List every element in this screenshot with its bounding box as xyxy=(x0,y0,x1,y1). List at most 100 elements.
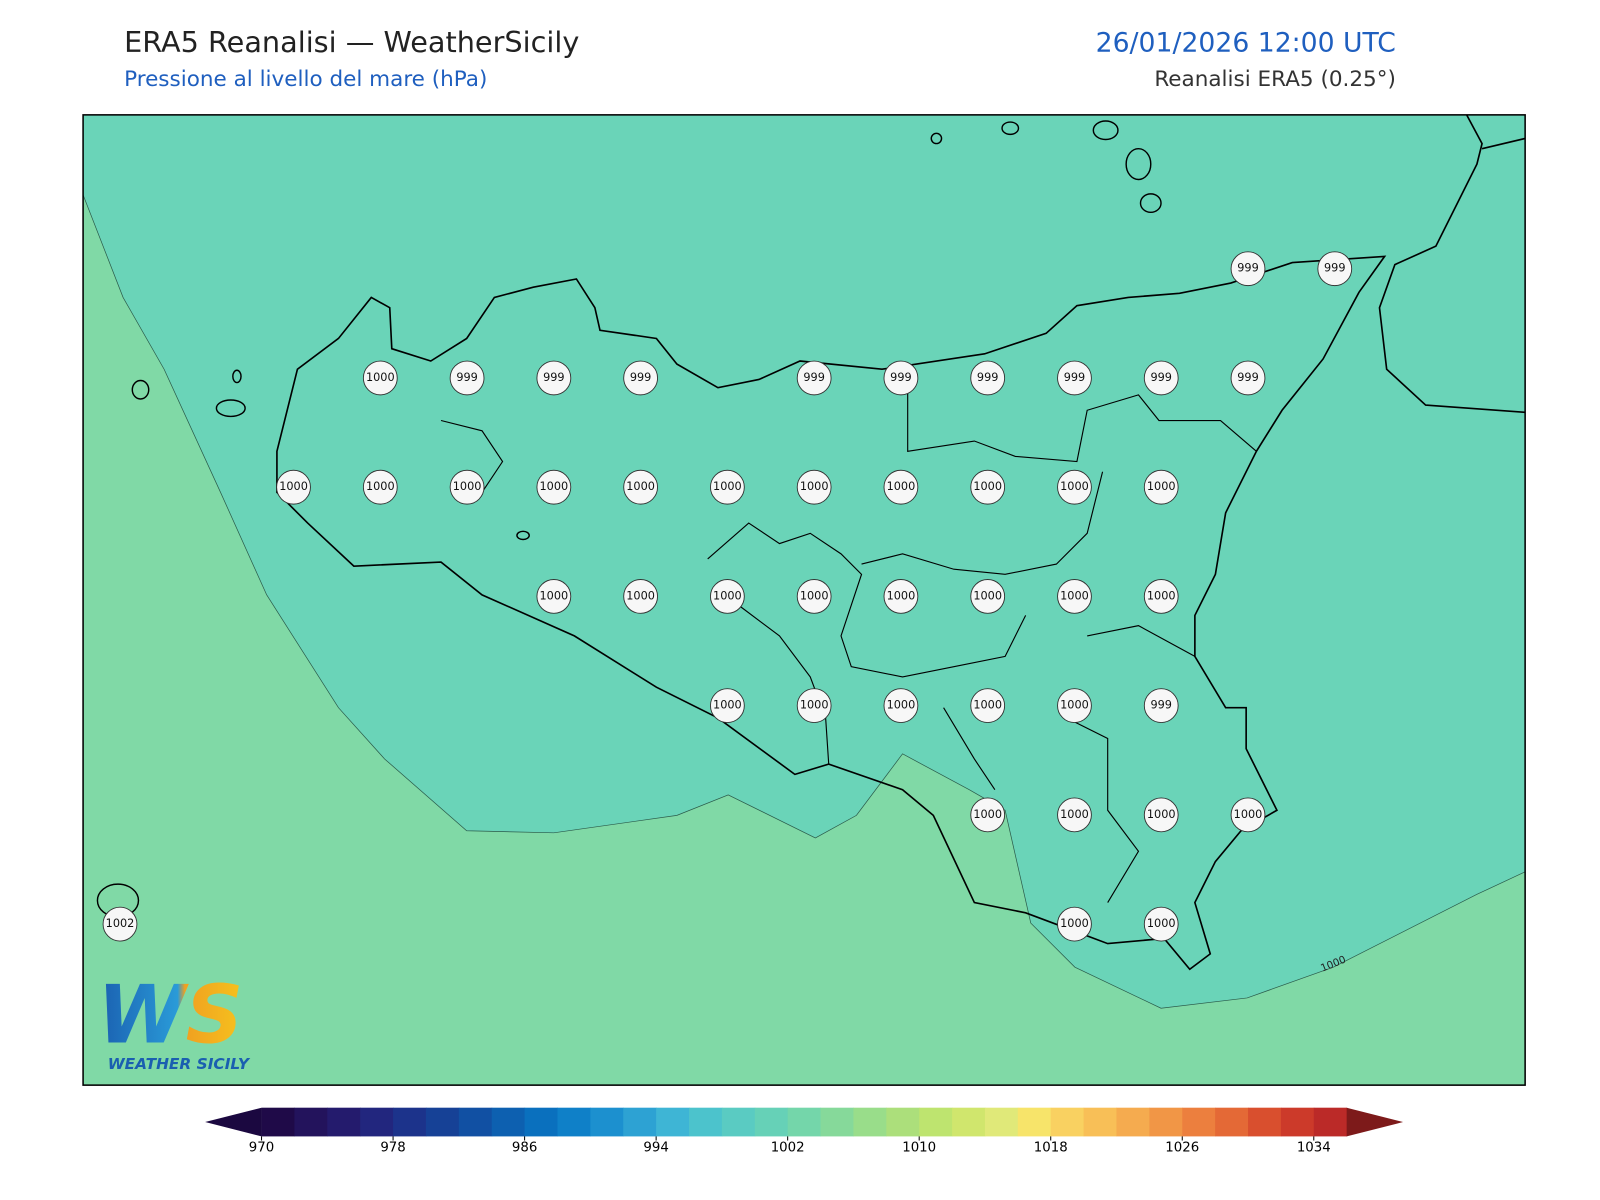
pressure-value: 1000 xyxy=(1060,808,1089,821)
pressure-point: 1000 xyxy=(623,579,658,614)
pressure-point: 1000 xyxy=(536,579,572,614)
logo-mark: WS xyxy=(97,968,243,1061)
pressure-point: 1000 xyxy=(1057,469,1092,505)
pressure-value: 1000 xyxy=(1060,917,1089,930)
pressure-marker xyxy=(796,579,832,614)
pressure-point: 1000 xyxy=(362,360,398,396)
pressure-value: 1000 xyxy=(626,480,655,493)
pressure-value: 1000 xyxy=(800,589,829,602)
pressure-point: 1000 xyxy=(970,579,1006,614)
pressure-point: 999 xyxy=(1143,360,1179,396)
colorbar-segment xyxy=(952,1107,986,1137)
pressure-value: 1000 xyxy=(1060,480,1089,493)
pressure-marker xyxy=(623,469,658,505)
pressure-marker xyxy=(1143,469,1179,505)
colorbar-segment xyxy=(1182,1107,1216,1137)
pressure-marker xyxy=(276,469,311,505)
colorbar-segment xyxy=(820,1107,854,1137)
pressure-value: 1000 xyxy=(713,699,742,712)
subtitle: Pressione al livello del mare (hPa) xyxy=(124,67,487,92)
pressure-value: 1000 xyxy=(800,699,829,712)
pressure-marker xyxy=(362,469,398,505)
pressure-marker xyxy=(536,579,572,614)
pressure-point: 1000 xyxy=(1143,469,1179,505)
pressure-marker xyxy=(623,579,658,614)
colorbar-segment xyxy=(458,1107,493,1137)
pressure-marker xyxy=(1230,360,1266,396)
colorbar-tick-label: 970 xyxy=(249,1141,274,1156)
pressure-point: 999 xyxy=(970,360,1006,396)
colorbar-segment xyxy=(656,1107,690,1137)
pressure-marker xyxy=(1143,797,1179,833)
colorbar-segment xyxy=(1149,1107,1183,1137)
pressure-point: 1000 xyxy=(883,469,919,505)
pressure-marker xyxy=(796,469,832,505)
pressure-point: 1000 xyxy=(1230,797,1266,833)
pressure-value: 999 xyxy=(1237,371,1259,384)
pressure-point: 1000 xyxy=(883,579,919,614)
pressure-marker xyxy=(536,360,572,396)
pressure-value: 1000 xyxy=(453,480,482,493)
pressure-point: 1000 xyxy=(883,688,919,724)
colorbar-segment xyxy=(1083,1107,1118,1137)
pressure-marker xyxy=(970,688,1006,724)
pressure-point: 1000 xyxy=(796,469,832,505)
pressure-value: 1000 xyxy=(1147,808,1176,821)
pressure-value: 1000 xyxy=(279,480,308,493)
pressure-value: 1000 xyxy=(973,589,1002,602)
colorbar-segment xyxy=(853,1107,887,1137)
pressure-value: 999 xyxy=(1150,699,1172,712)
colorbar-segment xyxy=(1248,1107,1282,1137)
pressure-marker xyxy=(710,579,745,614)
colorbar-segment xyxy=(721,1107,756,1137)
colorbar-segment xyxy=(886,1107,920,1137)
pressure-point: 1000 xyxy=(710,469,745,505)
pressure-value: 999 xyxy=(803,371,825,384)
pressure-marker xyxy=(362,360,398,396)
pressure-value: 1000 xyxy=(973,808,1002,821)
pressure-marker xyxy=(1230,251,1266,287)
pressure-point: 999 xyxy=(1057,360,1092,396)
pressure-marker xyxy=(449,469,485,505)
pressure-value: 1000 xyxy=(1060,699,1089,712)
colorbar-segment xyxy=(360,1107,394,1137)
pressure-value: 1000 xyxy=(713,589,742,602)
colorbar-segment xyxy=(393,1107,427,1137)
pressure-point: 999 xyxy=(1230,360,1266,396)
pressure-marker xyxy=(970,360,1006,396)
pressure-value: 999 xyxy=(1064,371,1086,384)
pressure-point: 1000 xyxy=(449,469,485,505)
pressure-marker xyxy=(1057,360,1092,396)
title: ERA5 Reanalisi — WeatherSicily xyxy=(124,25,579,59)
pressure-value: 1000 xyxy=(1234,808,1263,821)
colorbar-segment xyxy=(984,1107,1019,1137)
pressure-marker xyxy=(449,360,485,396)
pressure-value: 1000 xyxy=(887,480,916,493)
pressure-point: 1000 xyxy=(796,579,832,614)
pressure-marker xyxy=(536,469,572,505)
pressure-marker xyxy=(970,469,1006,505)
pressure-value: 1000 xyxy=(973,699,1002,712)
pressure-value: 999 xyxy=(630,371,652,384)
logo-text: WEATHER SICILY xyxy=(108,1055,251,1073)
pressure-marker xyxy=(102,906,138,942)
pressure-point: 999 xyxy=(1143,688,1179,724)
pressure-point: 1000 xyxy=(710,688,745,724)
colorbar-segment xyxy=(1050,1107,1085,1137)
pressure-point: 1000 xyxy=(1143,797,1179,833)
pressure-value: 1000 xyxy=(540,589,569,602)
colorbar-tick-label: 978 xyxy=(380,1141,405,1156)
pressure-point: 1000 xyxy=(1143,906,1179,942)
colorbar-segment xyxy=(524,1107,558,1137)
pressure-marker xyxy=(796,688,832,724)
colorbar-tick-label: 1034 xyxy=(1297,1141,1331,1156)
pressure-value: 1000 xyxy=(366,371,395,384)
colorbar-segment xyxy=(1313,1107,1348,1137)
colorbar-segment xyxy=(557,1107,591,1137)
colorbar-tick-label: 1002 xyxy=(771,1141,805,1156)
pressure-point: 999 xyxy=(449,360,485,396)
logo: WS WEATHER SICILY xyxy=(97,968,250,1073)
colorbar-segment xyxy=(787,1107,822,1137)
colorbar-segment xyxy=(754,1107,789,1137)
pressure-marker xyxy=(1057,906,1092,942)
